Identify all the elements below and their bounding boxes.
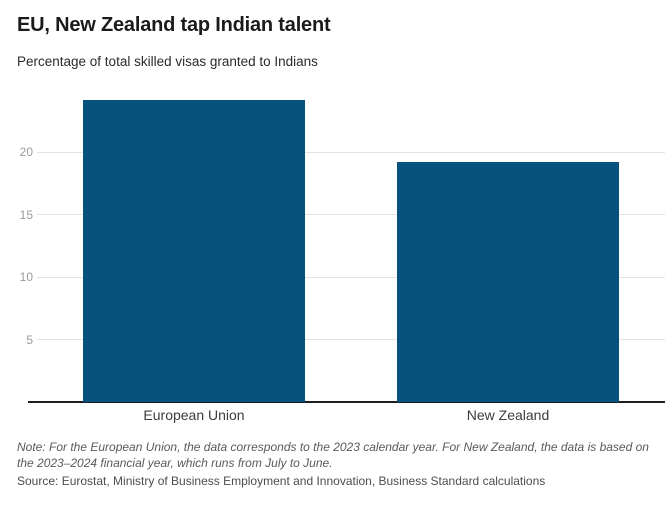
y-tick-label-15: 15: [19, 207, 33, 222]
bar-european-union: [83, 100, 305, 402]
y-tick-label-20: 20: [19, 145, 33, 160]
category-label-european-union: European Union: [143, 407, 245, 423]
plot-area: [28, 90, 665, 403]
y-tick-label-5: 5: [26, 332, 33, 347]
bar-new-zealand: [397, 162, 619, 402]
grid-line-10: [37, 276, 665, 278]
x-axis: European Union New Zealand: [37, 407, 665, 427]
y-axis: 5 10 15 20: [0, 90, 33, 402]
grid-line-5: [37, 339, 665, 341]
grid-line-20: [37, 151, 665, 153]
chart-note: Note: For the European Union, the data c…: [17, 440, 649, 470]
grid-line-15: [37, 214, 665, 216]
chart-source: Source: Eurostat, Ministry of Business E…: [17, 474, 546, 488]
chart-subtitle: Percentage of total skilled visas grante…: [17, 54, 318, 69]
x-axis-line: [28, 401, 665, 403]
category-label-new-zealand: New Zealand: [466, 407, 550, 423]
y-tick-label-10: 10: [19, 270, 33, 285]
chart-title: EU, New Zealand tap Indian talent: [17, 14, 331, 36]
